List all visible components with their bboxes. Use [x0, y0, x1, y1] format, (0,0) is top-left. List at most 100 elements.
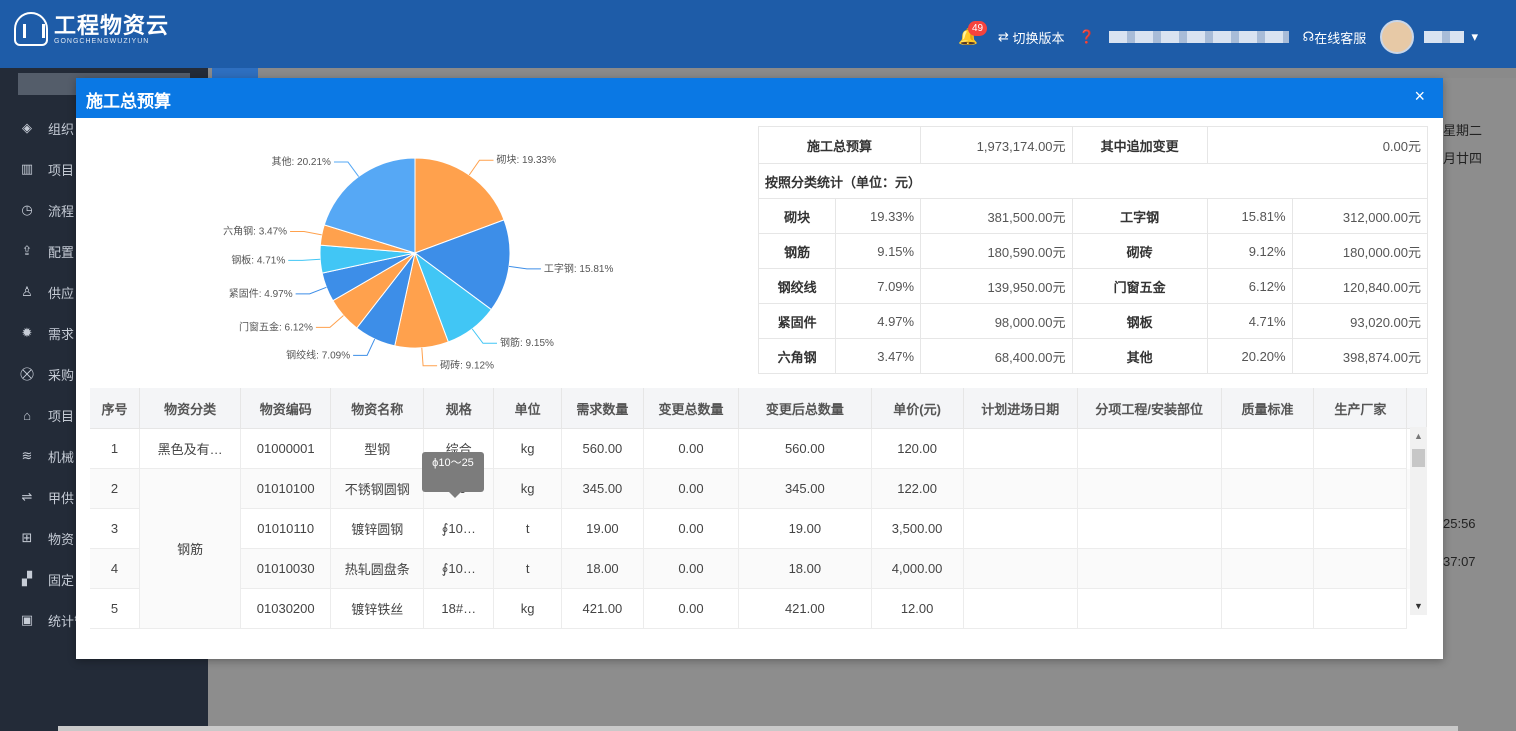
sidebar-item[interactable]: ⊞ 物资	[0, 518, 208, 558]
table-row[interactable]: 5 01030200 镀锌铁丝 18#… kg 421.00 0.00 421.00 12.00	[90, 588, 1427, 629]
pie-slice[interactable]	[413, 219, 511, 311]
table-cell	[1221, 588, 1315, 629]
pie-label: 门窗五金: 6.12%	[239, 320, 313, 333]
column-header[interactable]: 分项工程/安装部位	[1077, 388, 1222, 429]
users-icon: ♙	[21, 284, 33, 299]
scroll-down-icon[interactable]: ▼	[1414, 601, 1423, 611]
column-header[interactable]: 物资名称	[330, 388, 425, 429]
table-cell: 0.00	[643, 428, 740, 469]
sidebar-item[interactable]: ◷ 流程	[0, 190, 208, 230]
category-name: 工字钢	[1071, 198, 1208, 234]
pie-label: 其他: 20.21%	[271, 155, 331, 168]
notification-badge: 49	[967, 21, 988, 36]
pie-label: 紧固件: 4.97%	[229, 288, 293, 300]
sidebar-item-label: 项目	[48, 162, 75, 178]
background-date-line2: 月廿四	[1443, 151, 1483, 166]
pie-label-line	[288, 258, 321, 261]
extra-change-label: 其中追加变更	[1071, 126, 1208, 164]
home-icon: ⌂	[23, 407, 31, 423]
online-service-button[interactable]: ☊ 在线客服	[1303, 28, 1367, 47]
sidebar-item[interactable]: ♙ 供应	[0, 272, 208, 312]
sidebar-item-label: 配置	[48, 244, 75, 260]
table-cell: kg	[493, 588, 562, 629]
category-percent: 4.97%	[835, 303, 922, 339]
table-row[interactable]: 3 01010110 镀锌圆钢 ∮10… t 19.00 0.00 19.00 3,500.00	[90, 508, 1427, 549]
bell-icon[interactable]: 49	[958, 21, 988, 47]
category-percent: 19.33%	[835, 198, 922, 234]
column-header[interactable]: 变更后总数量	[738, 388, 872, 429]
pie-label: 砌块: 19.33%	[496, 154, 556, 166]
gear-icon: ✹	[21, 325, 33, 340]
stack-icon: ≋	[21, 448, 33, 463]
switch-version-button[interactable]: ⇄ 切换版本	[998, 28, 1065, 47]
help-icon[interactable]: ❓	[1078, 29, 1095, 44]
column-header[interactable]: 变更总数量	[643, 388, 740, 429]
column-header[interactable]: 物资分类	[139, 388, 242, 429]
sidebar-item[interactable]: ✹ 需求	[0, 313, 208, 353]
sidebar-item-label: 流程	[48, 203, 75, 219]
table-row[interactable]: 2钢筋01010100不锈钢圆钢ϕ6kg345.000.00345.00122.…	[90, 468, 1427, 629]
horizontal-scrollbar[interactable]	[58, 726, 1458, 731]
sidebar-item[interactable]: ⌂ 项目	[0, 395, 208, 435]
category-percent: 9.12%	[1206, 233, 1293, 269]
blurred-user-name[interactable]: ▾	[1424, 29, 1478, 45]
table-cell: 0.00	[643, 468, 740, 509]
table-cell: 0.00	[643, 548, 740, 589]
category-name: 钢板	[1071, 303, 1208, 339]
sidebar-item[interactable]: ⇪ 配置	[0, 231, 208, 271]
switch-version-label: 切换版本	[1012, 30, 1065, 46]
pie-slice[interactable]	[323, 157, 416, 254]
scroll-thumb[interactable]	[1412, 449, 1425, 467]
sidebar-item[interactable]: ▞ 固定	[0, 559, 208, 599]
table-cell	[1313, 508, 1408, 549]
table-cell: 18.00	[738, 548, 872, 589]
tab-home[interactable]	[212, 68, 258, 78]
category-row: 砌块 19.33% 381,500.00元 工字钢 15.81% 312,000.00元	[757, 198, 1429, 234]
avatar[interactable]	[1380, 20, 1415, 54]
close-icon[interactable]: ×	[1414, 86, 1425, 106]
table-row[interactable]: 1 黑色及有… 01000001 型钢 综合 kg 560.00 0.00 560.00 120.…	[90, 428, 1427, 469]
pie-chart: 砌块: 19.33% 工字钢: 15.81% 钢筋: 9.15% 砌砖: 9.12% 钢…	[90, 128, 750, 388]
sidebar-item-label: 物资	[48, 531, 75, 547]
table-cell: 18#…	[423, 588, 495, 629]
table-cell: 2	[90, 468, 141, 509]
modal-header: 施工总预算 ×	[76, 78, 1443, 118]
category-percent: 20.20%	[1206, 338, 1293, 374]
sidebar-item[interactable]: ◈ 组织	[0, 108, 208, 148]
sidebar-item[interactable]: ⛒ 采购	[0, 354, 208, 394]
pie-slice[interactable]	[414, 157, 505, 254]
category-amount: 139,950.00元	[920, 268, 1073, 304]
column-header[interactable]: 序号	[90, 388, 141, 429]
pie-label-line	[468, 159, 494, 176]
sidebar-item[interactable]: ▥ 项目	[0, 149, 208, 189]
column-header[interactable]: 规格	[423, 388, 495, 429]
table-cell: kg	[493, 468, 562, 509]
column-header[interactable]: 生产厂家	[1313, 388, 1408, 429]
logo[interactable]: 工程物资云 GONGCHENGWUZIYUN	[14, 12, 169, 46]
vertical-scrollbar[interactable]: ▲ ▼	[1410, 427, 1427, 615]
sidebar-item-label: 项目	[48, 408, 75, 424]
table-cell	[1313, 588, 1408, 629]
category-amount: 398,874.00元	[1291, 338, 1429, 374]
sidebar-item[interactable]: ≋ 机械	[0, 436, 208, 476]
column-header[interactable]: 单位	[493, 388, 562, 429]
table-cell	[1221, 468, 1315, 509]
blurred-project-name	[1108, 31, 1289, 43]
table-cell: 01010110	[240, 508, 332, 549]
table-row[interactable]: 4 01010030 热轧圆盘条 ∮10… t 18.00 0.00 18.00 4,000.0…	[90, 548, 1427, 589]
category-row: 紧固件 4.97% 98,000.00元 钢板 4.71% 93,020.00元	[757, 303, 1429, 339]
category-percent: 3.47%	[835, 338, 922, 374]
sidebar-item-label: 采购	[48, 367, 75, 383]
column-header[interactable]: 单价(元)	[871, 388, 964, 429]
pie-label: 钢绞线: 7.09%	[286, 348, 350, 361]
scroll-up-icon[interactable]: ▲	[1414, 431, 1423, 441]
column-header[interactable]: 质量标准	[1221, 388, 1315, 429]
category-percent: 6.12%	[1206, 268, 1293, 304]
column-header[interactable]: 物资编码	[240, 388, 332, 429]
logo-subtitle: GONGCHENGWUZIYUN	[54, 37, 150, 45]
column-header[interactable]: 需求数量	[561, 388, 644, 429]
table-cell	[1077, 508, 1222, 549]
sidebar-item[interactable]: ⇌ 甲供	[0, 477, 208, 517]
category-amount: 312,000.00元	[1291, 198, 1429, 234]
column-header[interactable]: 计划进场日期	[963, 388, 1078, 429]
